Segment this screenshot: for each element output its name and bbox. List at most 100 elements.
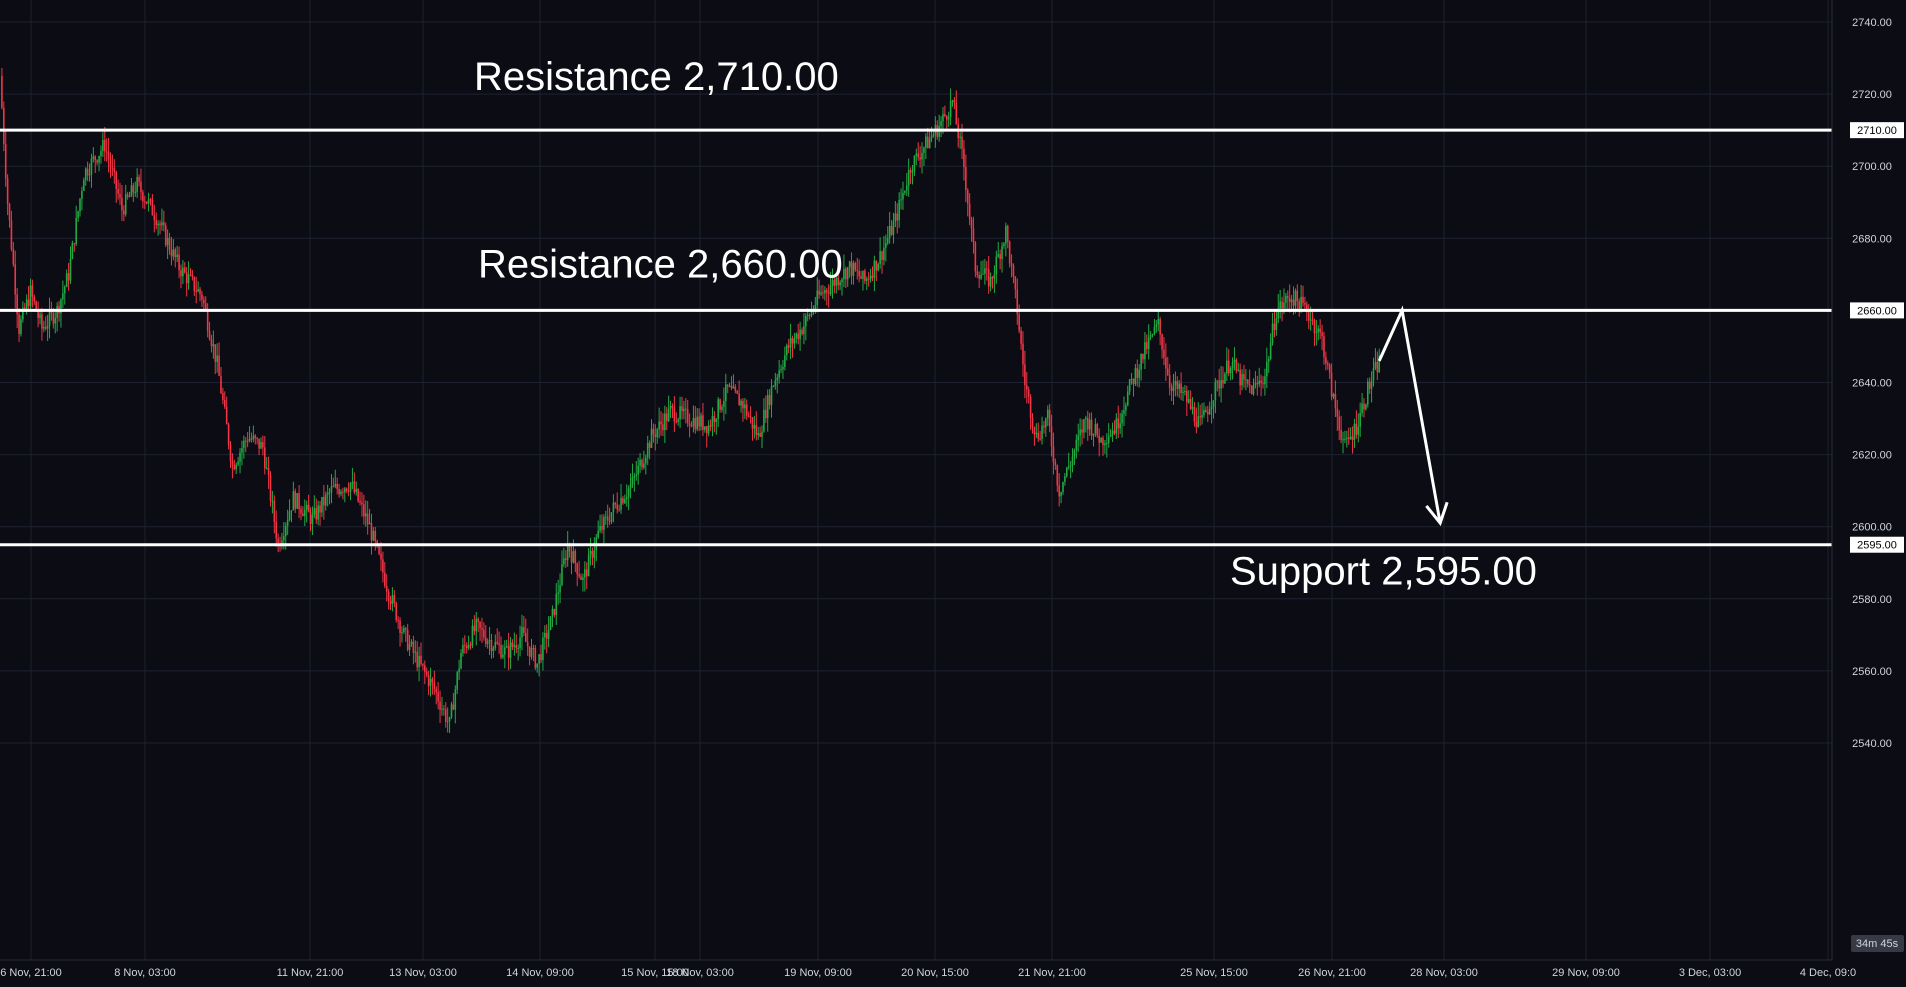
candle bbox=[664, 405, 666, 443]
candle bbox=[435, 686, 438, 705]
candle bbox=[980, 261, 982, 281]
candle bbox=[749, 406, 752, 424]
price-axis[interactable]: 2740.00 2720.00 2700.00 2680.00 2660.00 2640.… bbox=[1831, 0, 1904, 960]
candle bbox=[1233, 347, 1236, 371]
candle-body bbox=[627, 488, 630, 497]
candle-body bbox=[241, 448, 243, 453]
candle-body bbox=[865, 278, 868, 281]
candle-body bbox=[1302, 296, 1304, 303]
candle bbox=[73, 242, 76, 252]
candle-body bbox=[959, 136, 961, 138]
candle-body bbox=[271, 500, 274, 502]
candle bbox=[685, 398, 687, 424]
candle bbox=[639, 453, 641, 474]
candle-body bbox=[20, 319, 22, 335]
candle-body bbox=[751, 417, 754, 429]
candle bbox=[928, 129, 931, 149]
candle-body bbox=[1125, 405, 1127, 411]
candle-body bbox=[147, 199, 150, 204]
candle-body bbox=[399, 620, 401, 633]
candle bbox=[439, 690, 441, 724]
candle-body bbox=[785, 345, 788, 356]
candle-body bbox=[1092, 433, 1095, 436]
candle bbox=[1210, 393, 1213, 424]
candle bbox=[900, 188, 902, 210]
candle-body bbox=[121, 197, 123, 211]
candle-body bbox=[715, 418, 718, 422]
candle-body bbox=[67, 273, 70, 281]
candle bbox=[69, 246, 72, 284]
x-tick-label: 29 Nov, 09:00 bbox=[1552, 967, 1620, 979]
candle bbox=[300, 505, 302, 521]
candle-body bbox=[79, 198, 81, 212]
candle-body bbox=[355, 489, 358, 493]
candle bbox=[6, 174, 9, 216]
candle-body bbox=[1109, 435, 1112, 437]
candle-body bbox=[164, 225, 167, 246]
candle-body bbox=[1041, 425, 1043, 439]
candle bbox=[338, 483, 340, 498]
candle bbox=[770, 379, 773, 418]
candle-body bbox=[549, 616, 552, 630]
candle bbox=[1321, 324, 1323, 351]
candle-body bbox=[1046, 409, 1049, 419]
candle bbox=[932, 131, 935, 138]
candle bbox=[486, 638, 489, 649]
time-axis[interactable]: 6 Nov, 21:00 8 Nov, 03:00 11 Nov, 21:00 13 … bbox=[0, 959, 1856, 979]
candle-body bbox=[65, 273, 68, 287]
candle bbox=[566, 531, 569, 567]
candle-body bbox=[1086, 417, 1089, 430]
candle bbox=[302, 506, 304, 517]
x-tick-label: 4 Dec, 09:0 bbox=[1800, 967, 1856, 979]
candle bbox=[1302, 285, 1304, 307]
candle-body bbox=[917, 153, 920, 158]
candle-body bbox=[1258, 380, 1261, 385]
candle-body bbox=[681, 406, 683, 412]
candle-body bbox=[69, 258, 72, 281]
candle bbox=[391, 587, 394, 612]
candle bbox=[601, 514, 603, 534]
candle-body bbox=[357, 489, 359, 502]
candle bbox=[8, 202, 11, 228]
candle-body bbox=[618, 509, 620, 511]
candle-body bbox=[570, 551, 573, 563]
candle bbox=[185, 266, 188, 297]
candle bbox=[852, 260, 855, 285]
candle-body bbox=[1370, 380, 1373, 389]
candle bbox=[898, 192, 900, 228]
candle bbox=[803, 313, 805, 345]
candle bbox=[1323, 331, 1325, 365]
candle-body bbox=[1309, 319, 1312, 321]
candle-body bbox=[1100, 437, 1102, 443]
candle-body bbox=[488, 640, 491, 642]
candle-body bbox=[345, 488, 348, 491]
candle bbox=[454, 685, 457, 724]
candle bbox=[113, 159, 116, 184]
candle bbox=[1296, 284, 1299, 311]
candle bbox=[151, 194, 154, 216]
candle bbox=[1128, 378, 1131, 396]
candle bbox=[1376, 351, 1379, 380]
candle-body bbox=[504, 647, 506, 655]
candle bbox=[957, 117, 960, 148]
candle bbox=[77, 210, 79, 222]
candle-body bbox=[654, 434, 657, 438]
candle bbox=[829, 271, 832, 297]
candle-body bbox=[648, 443, 651, 448]
candle bbox=[395, 601, 398, 623]
candle bbox=[658, 407, 660, 439]
candle bbox=[121, 185, 123, 221]
candle bbox=[1117, 405, 1120, 438]
candle-body bbox=[624, 499, 626, 504]
candle-body bbox=[321, 496, 323, 513]
candle-body bbox=[483, 629, 485, 638]
candle-body bbox=[1224, 373, 1226, 384]
candle-body bbox=[1246, 379, 1249, 384]
candle-body bbox=[1368, 381, 1371, 389]
candle-body bbox=[1292, 299, 1295, 306]
candle bbox=[132, 182, 135, 203]
candle-body bbox=[229, 444, 232, 461]
candle bbox=[1035, 423, 1038, 438]
candle-body bbox=[1233, 359, 1236, 363]
